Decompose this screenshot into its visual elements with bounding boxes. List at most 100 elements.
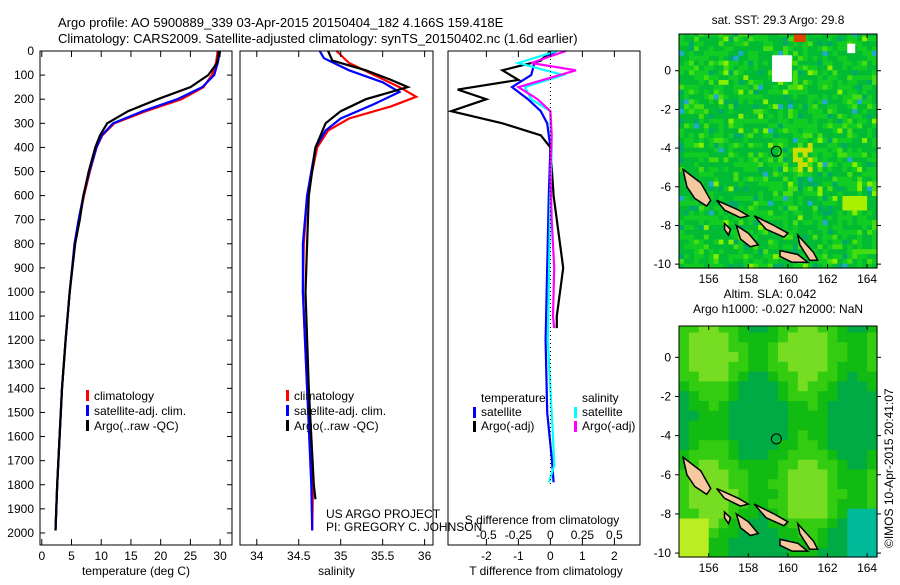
map-cell <box>698 488 710 499</box>
map-cell <box>728 239 735 245</box>
map-cell <box>718 234 725 240</box>
map-cell <box>733 132 739 138</box>
map-cell <box>698 517 710 529</box>
map-cell <box>822 195 829 201</box>
x-tick-label: 5 <box>68 549 75 563</box>
map-cell <box>688 60 695 66</box>
map-cell <box>748 113 754 119</box>
map-cell <box>733 123 739 129</box>
map-cell <box>797 74 804 80</box>
map-cell <box>718 166 725 172</box>
map-cell <box>857 537 868 548</box>
map-cell <box>698 537 710 548</box>
map-cell <box>679 326 690 333</box>
legend-swatch <box>286 420 289 431</box>
map-cell <box>708 171 715 177</box>
map-cell <box>718 243 725 250</box>
map-cell <box>862 108 868 114</box>
map-cell <box>693 166 700 172</box>
map-cell <box>684 258 690 264</box>
map-cell <box>723 103 730 109</box>
map-cell <box>842 239 848 245</box>
map-cell <box>688 64 695 71</box>
map-cell <box>778 478 789 490</box>
map-cell <box>802 64 809 71</box>
map-cell <box>822 239 829 245</box>
map-cell <box>862 219 868 226</box>
map-cell <box>743 69 749 76</box>
map-cell <box>718 35 725 42</box>
map-cell <box>698 176 705 182</box>
map-cell <box>797 176 804 182</box>
map-cell <box>792 142 799 148</box>
map-cell <box>718 147 725 153</box>
map-cell <box>867 84 873 90</box>
map-cell <box>698 371 710 382</box>
map-cell <box>807 60 814 66</box>
map-cell <box>852 79 858 85</box>
map-cell <box>768 263 774 269</box>
map-cell <box>773 103 779 109</box>
map-cell <box>792 45 799 51</box>
map-cell <box>679 69 685 76</box>
map-cell <box>728 488 739 499</box>
map-cell <box>733 142 739 148</box>
map-cell <box>698 258 705 264</box>
map-cell <box>738 181 744 187</box>
map-cell <box>763 185 769 192</box>
map-cell <box>748 161 754 167</box>
map-cell <box>852 181 858 187</box>
map-cell <box>693 94 700 100</box>
map-cell <box>847 166 853 172</box>
map-cell <box>812 60 819 66</box>
map-cell <box>748 142 754 148</box>
map-cell <box>698 253 705 259</box>
map-cell <box>708 108 715 114</box>
map-cell <box>763 142 769 148</box>
map-cell <box>753 35 759 42</box>
map-cell <box>817 429 829 441</box>
map-cell <box>758 137 764 143</box>
map-cell <box>802 45 809 51</box>
map-cell <box>758 326 769 333</box>
map-cell <box>817 478 829 490</box>
map-cell <box>748 390 759 401</box>
map-cell <box>872 181 878 187</box>
map-cell <box>827 166 834 172</box>
map-cell <box>763 248 769 255</box>
map-cell <box>867 390 878 401</box>
map-cell <box>778 113 784 119</box>
map-cell <box>797 156 804 163</box>
map-cell <box>827 35 834 42</box>
map-cell <box>728 429 739 441</box>
map-cell <box>778 508 789 519</box>
map-cell <box>867 34 873 37</box>
map-cell <box>738 161 744 167</box>
map-cell <box>768 103 774 109</box>
map-cell <box>787 439 799 450</box>
map-cell <box>703 229 710 235</box>
map-cell <box>852 113 858 119</box>
map-cell <box>763 195 769 201</box>
map-cell <box>827 468 838 480</box>
map-cell <box>748 55 754 61</box>
map-cell <box>852 103 858 109</box>
map-cell <box>743 214 749 221</box>
map-cell <box>797 118 804 124</box>
map-cell <box>778 195 784 201</box>
map-cell <box>728 64 735 71</box>
map-cell <box>787 371 799 382</box>
map-cell <box>698 214 705 221</box>
map-cell <box>827 55 834 61</box>
map-cell <box>842 142 848 148</box>
map-frame <box>678 325 878 558</box>
map-cell <box>867 103 873 109</box>
map-cell <box>763 239 769 245</box>
map-cell <box>758 371 769 382</box>
map-cell <box>758 69 764 76</box>
map-cell <box>847 161 853 167</box>
map-cell <box>698 142 705 148</box>
map-cell <box>872 161 878 167</box>
map-cell <box>703 253 710 259</box>
map-cell <box>679 118 685 124</box>
